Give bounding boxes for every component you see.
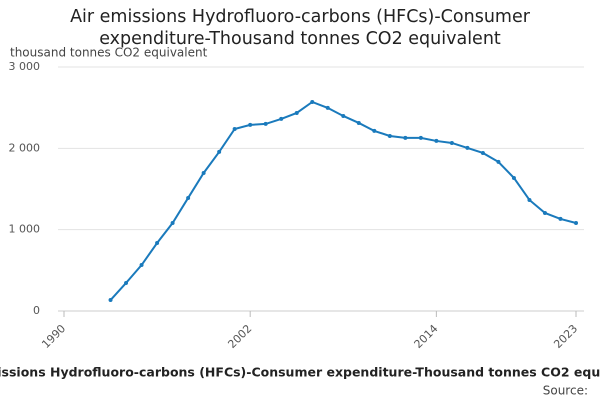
y-tick-label: 0	[33, 304, 40, 317]
point	[248, 122, 253, 127]
point	[387, 133, 392, 138]
point	[465, 145, 470, 150]
point	[310, 99, 315, 104]
x-tick-label: 2023	[551, 322, 580, 351]
point	[201, 170, 206, 175]
line	[109, 100, 577, 301]
point	[418, 135, 423, 140]
point	[356, 120, 361, 125]
point	[527, 197, 532, 202]
point	[434, 138, 439, 143]
y-tick-label: 3 000	[9, 60, 41, 73]
x-tick-label: 2002	[225, 322, 254, 351]
point	[542, 210, 547, 215]
point	[496, 159, 501, 164]
point	[108, 298, 113, 303]
point	[574, 220, 578, 225]
point	[372, 128, 377, 133]
point	[217, 149, 222, 154]
point	[511, 175, 516, 180]
x-tick-label: 2014	[412, 322, 441, 351]
point	[480, 150, 485, 155]
point	[124, 280, 129, 285]
point	[279, 116, 284, 121]
chart-title: Air emissions Hydrofluoro-carbons (HFCs)…	[70, 7, 530, 49]
point	[232, 126, 237, 131]
y-axis-label: thousand tonnes CO2 equivalent	[10, 46, 208, 60]
point	[341, 113, 346, 118]
point	[403, 135, 408, 140]
point	[263, 121, 268, 126]
y-tick-label: 1 000	[9, 223, 41, 236]
x-tick-label: 1990	[39, 322, 68, 351]
source: Source:	[543, 384, 588, 398]
point	[170, 220, 175, 225]
point	[558, 216, 563, 221]
point	[186, 195, 191, 200]
point	[325, 105, 330, 110]
y-tick-label: 2 000	[9, 141, 41, 154]
point	[294, 110, 299, 115]
x-axis-label: Air emissions Hydrofluoro-carbons (HFCs)…	[0, 365, 600, 380]
point	[449, 140, 454, 145]
point	[139, 263, 144, 268]
point	[155, 241, 160, 246]
